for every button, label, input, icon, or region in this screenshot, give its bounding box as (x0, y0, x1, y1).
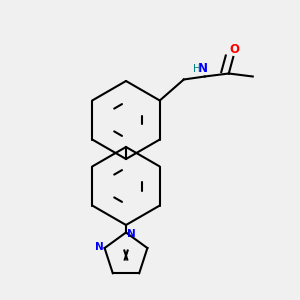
Text: N: N (95, 242, 103, 251)
Text: O: O (230, 43, 240, 56)
Text: N: N (198, 62, 208, 76)
Text: H: H (194, 64, 201, 74)
Text: N: N (127, 229, 136, 239)
